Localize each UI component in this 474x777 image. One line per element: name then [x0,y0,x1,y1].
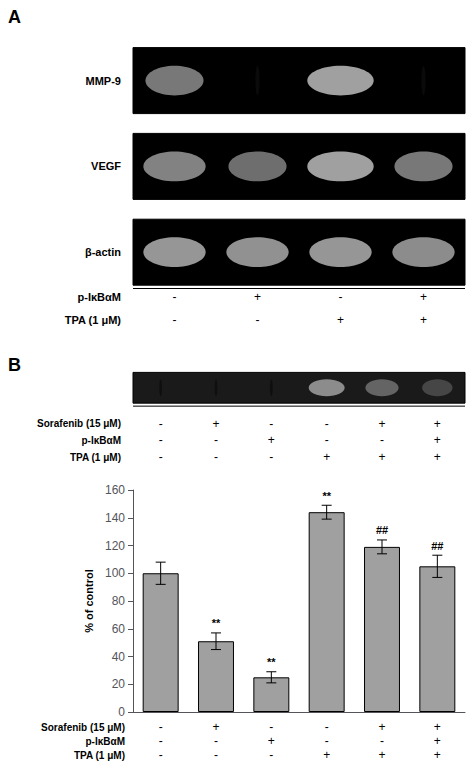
svg-text:0: 0 [118,705,125,719]
svg-text:+: + [323,450,330,464]
svg-text:40: 40 [112,650,126,664]
svg-text:-: - [269,748,273,762]
svg-text:% of control: % of control [83,569,95,633]
svg-text:β-actin: β-actin [85,246,121,258]
svg-text:60: 60 [112,622,126,636]
svg-text:160: 160 [105,483,125,497]
svg-text:-: - [214,433,218,447]
svg-text:+: + [268,734,275,748]
svg-text:-: - [159,748,163,762]
svg-text:TPA (1 μM): TPA (1 μM) [65,314,122,326]
svg-text:-: - [214,734,218,748]
svg-text:-: - [214,450,218,464]
svg-text:+: + [434,720,441,734]
svg-text:+: + [378,720,385,734]
svg-text:-: - [269,720,273,734]
svg-text:+: + [420,290,427,304]
svg-text:**: ** [212,617,221,629]
svg-text:p-IκBαM: p-IκBαM [82,435,122,446]
svg-text:+: + [337,313,344,327]
svg-text:##: ## [376,524,388,536]
svg-text:+: + [420,313,427,327]
svg-text:+: + [434,433,441,447]
svg-text:-: - [269,450,273,464]
svg-text:-: - [159,450,163,464]
svg-text:p-IκBαM: p-IκBαM [78,291,121,303]
svg-text:-: - [325,433,329,447]
svg-text:+: + [434,734,441,748]
svg-text:-: - [214,748,218,762]
svg-text:-: - [256,313,260,327]
svg-text:+: + [434,748,441,762]
svg-text:20: 20 [112,677,126,691]
svg-text:-: - [380,734,384,748]
svg-text:+: + [434,417,441,431]
svg-text:-: - [159,433,163,447]
svg-text:80: 80 [112,594,126,608]
svg-text:MMP-9: MMP-9 [86,75,121,87]
svg-text:120: 120 [105,539,125,553]
svg-text:-: - [325,734,329,748]
svg-text:+: + [434,450,441,464]
svg-text:Sorafenib (15 μM): Sorafenib (15 μM) [41,722,125,733]
svg-text:TPA (1 μM): TPA (1 μM) [74,750,125,761]
svg-text:+: + [212,417,219,431]
svg-text:**: ** [322,490,331,502]
svg-text:p-IκBαM: p-IκBαM [86,736,126,747]
svg-text:B: B [8,355,21,375]
svg-text:+: + [378,748,385,762]
svg-text:-: - [380,433,384,447]
svg-text:Sorafenib (15 μM): Sorafenib (15 μM) [37,418,121,429]
svg-text:-: - [269,417,273,431]
svg-text:+: + [212,720,219,734]
svg-text:-: - [325,417,329,431]
svg-text:+: + [378,417,385,431]
svg-text:A: A [8,7,21,27]
svg-text:-: - [173,313,177,327]
svg-text:-: - [159,720,163,734]
svg-text:+: + [378,450,385,464]
svg-text:140: 140 [105,511,125,525]
svg-text:**: ** [267,656,276,668]
svg-text:+: + [323,748,330,762]
svg-text:##: ## [431,540,443,552]
svg-text:-: - [159,734,163,748]
svg-text:-: - [325,720,329,734]
svg-text:100: 100 [105,566,125,580]
svg-text:+: + [268,433,275,447]
svg-text:VEGF: VEGF [91,160,121,172]
svg-text:+: + [254,290,261,304]
svg-text:-: - [339,290,343,304]
svg-text:TPA (1 μM): TPA (1 μM) [70,452,121,463]
svg-text:-: - [159,417,163,431]
svg-text:-: - [173,290,177,304]
